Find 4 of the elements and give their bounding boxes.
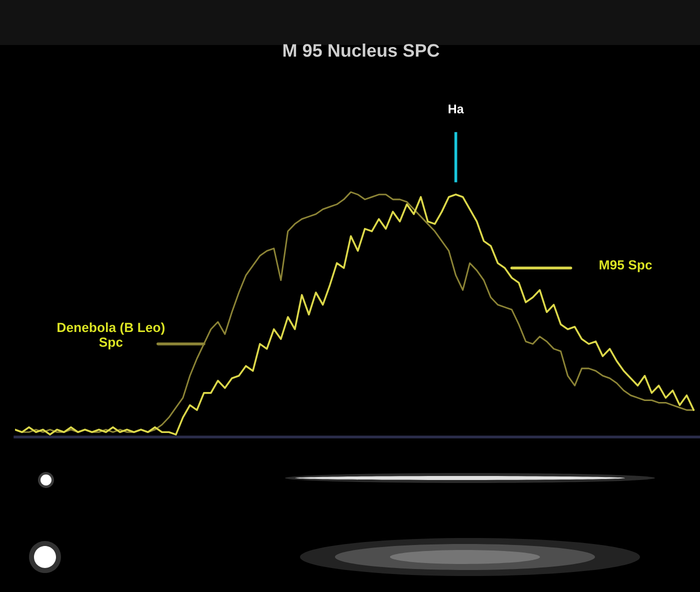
legend-label: M95 Spc [600,260,652,272]
chart-title: M 95 Nucleus SPC [283,44,440,57]
text: Ha [448,104,464,114]
text: Denebola (B Leo) Spc [58,322,165,350]
